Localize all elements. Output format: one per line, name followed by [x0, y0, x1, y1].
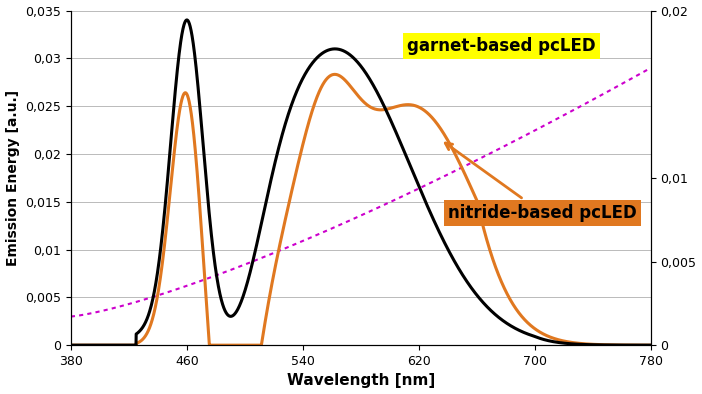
- Y-axis label: Emission Energy [a.u.]: Emission Energy [a.u.]: [6, 90, 20, 266]
- Text: garnet-based pcLED: garnet-based pcLED: [407, 37, 596, 55]
- Text: nitride-based pcLED: nitride-based pcLED: [445, 143, 637, 222]
- X-axis label: Wavelength [nm]: Wavelength [nm]: [286, 374, 435, 388]
